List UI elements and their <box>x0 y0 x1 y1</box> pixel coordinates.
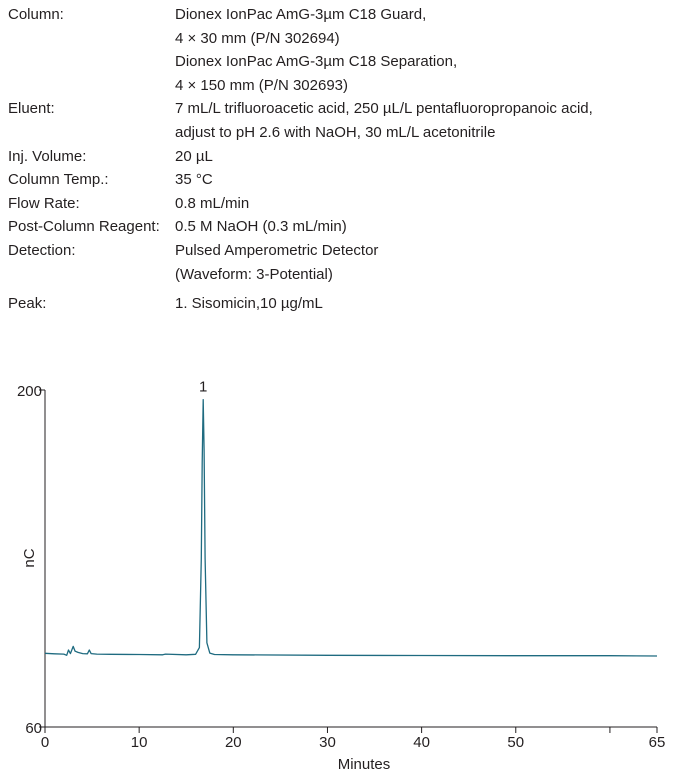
condition-label: Post-Column Reagent: <box>8 218 160 236</box>
chart-plot-area: 1 <box>44 379 658 657</box>
condition-value: 0.8 mL/min <box>175 194 250 212</box>
condition-value: Dionex IonPac AmG-3µm C18 Separation, <box>175 53 458 71</box>
condition-row: Column: Dionex IonPac AmG-3µm C18 Guard, 4… <box>8 3 593 97</box>
condition-row: Column Temp.: 35 °C <box>8 168 593 192</box>
condition-row: Inj. Volume: 20 µL <box>8 145 593 169</box>
condition-row: Peak: 1. Sisomicin,10 µg/mL <box>8 292 593 316</box>
condition-values: 20 µL <box>175 145 593 169</box>
condition-value: 20 µL <box>175 147 213 165</box>
condition-values: Pulsed Amperometric Detector (Waveform: 3… <box>175 239 593 286</box>
condition-values: 0.8 mL/min <box>175 192 593 216</box>
x-tick-label: 20 <box>225 734 242 751</box>
condition-label: Column Temp.: <box>8 171 109 189</box>
condition-row: Post-Column Reagent: 0.5 M NaOH (0.3 mL/m… <box>8 215 593 239</box>
condition-label: Column: <box>8 6 64 23</box>
condition-value: adjust to pH 2.6 with NaOH, 30 mL/L acet… <box>175 123 496 141</box>
condition-row: Eluent: 7 mL/L trifluoroacetic acid, 250 … <box>8 97 593 144</box>
x-tick-label: 40 <box>413 734 430 751</box>
condition-label: Detection: <box>8 241 76 259</box>
condition-label: Peak: <box>8 295 47 313</box>
condition-label: Eluent: <box>8 100 55 118</box>
x-tick-label: 0 <box>41 734 49 751</box>
condition-value: 4 × 30 mm (P/N 302694) <box>175 29 340 47</box>
condition-values: 1. Sisomicin,10 µg/mL <box>175 292 593 316</box>
peak-label: 1 <box>199 379 207 396</box>
y-tick-label: 200 <box>17 383 42 400</box>
x-axis-label: Minutes <box>338 756 391 773</box>
condition-values: 35 °C <box>175 168 593 192</box>
x-tick-label: 65 <box>649 734 666 751</box>
condition-value: 7 mL/L trifluoroacetic acid, 250 µL/L pe… <box>175 100 593 118</box>
condition-value: 35 °C <box>175 171 213 189</box>
condition-row: Flow Rate: 0.8 mL/min <box>8 192 593 216</box>
condition-label: Inj. Volume: <box>8 147 87 165</box>
x-tick-label: 10 <box>131 734 148 751</box>
y-tick-label: 60 <box>25 720 42 737</box>
condition-value: 4 × 150 mm (P/N 302693) <box>175 76 349 94</box>
condition-value: Dionex IonPac AmG-3µm C18 Guard, <box>175 6 427 23</box>
condition-value: 1. Sisomicin,10 µg/mL <box>175 295 323 313</box>
condition-value: Pulsed Amperometric Detector <box>175 241 379 259</box>
x-tick-label: 50 <box>507 734 524 751</box>
chart-axes: 200 600 10 20 30 40 50 65 Minutes nC <box>17 383 665 773</box>
condition-row: Detection: Pulsed Amperometric Detector (W… <box>8 239 593 286</box>
x-tick-label: 30 <box>319 734 336 751</box>
condition-value: 0.5 M NaOH (0.3 mL/min) <box>175 218 347 236</box>
condition-value: (Waveform: 3-Potential) <box>175 265 333 283</box>
conditions-table: Column: Dionex IonPac AmG-3µm C18 Guard, 4… <box>8 3 593 316</box>
condition-label: Flow Rate: <box>8 194 80 212</box>
condition-values: 0.5 M NaOH (0.3 mL/min) <box>175 215 593 239</box>
chromatogram-trace <box>44 398 658 657</box>
y-axis-label: nC <box>21 548 38 567</box>
condition-values: 7 mL/L trifluoroacetic acid, 250 µL/L pe… <box>175 97 593 144</box>
condition-values: Dionex IonPac AmG-3µm C18 Guard, 4 × 30 m… <box>175 3 593 97</box>
